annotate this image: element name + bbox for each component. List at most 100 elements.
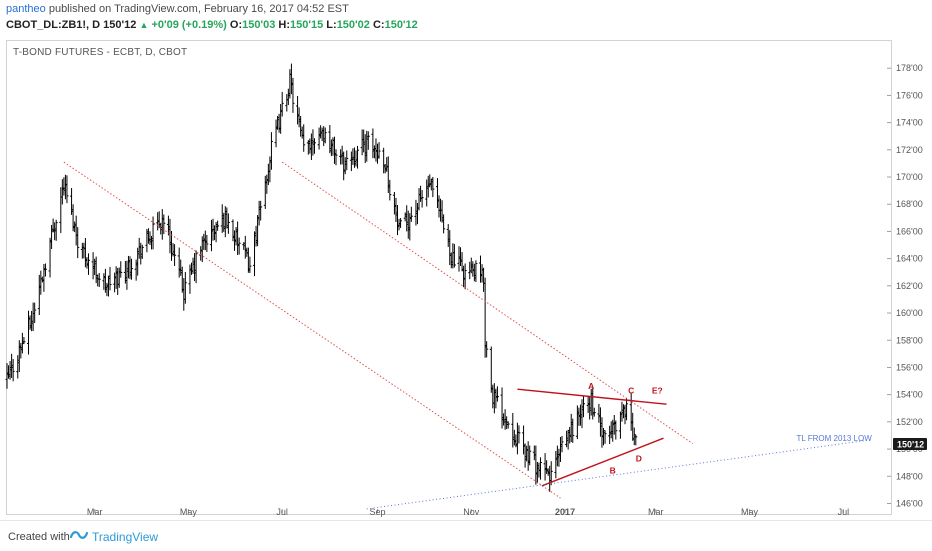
author-link[interactable]: pantheo [6,3,46,15]
ohlc-bar [377,142,381,159]
ohlc-bar [323,127,327,144]
y-tick-label: 156'00 [896,362,923,372]
open-value: 150'03 [242,19,276,31]
y-tick-label: 168'00 [896,199,923,209]
ohlc-bar [366,131,370,150]
high-label: H: [278,19,291,31]
ohlc-bar [65,175,69,204]
y-tick-label: 166'00 [896,226,923,236]
ohlc-bar [76,227,80,259]
ohlc-bar [151,216,155,250]
ohlc-bar [517,425,521,444]
y-tick-label: 164'00 [896,254,923,264]
ohlc-bar [291,77,295,113]
price-chart[interactable]: A B C D E? TL FROM 2013 LOW 178'00 176'00 174'0… [0,0,932,520]
channel-upper-line [281,161,693,445]
x-tick-label: Jul [276,507,288,517]
y-tick-label: 160'00 [896,308,923,318]
ohlc-bar [216,220,220,231]
ohlc-bar [582,396,586,418]
ohlc-bar [259,200,263,221]
annotation-label: D [636,453,642,463]
ohlc-bar [603,430,607,444]
ohlc-bar [420,189,424,208]
ohlc-bar [334,149,338,166]
close-value: 150'12 [384,19,418,31]
trend-lines [63,161,873,510]
annotation-label: A [588,381,594,391]
annotation-label: TL FROM 2013 LOW [796,434,872,443]
ohlc-bar [399,218,403,228]
ohlc-bar [625,398,629,421]
low-label: L: [326,19,337,31]
x-tick-label: Mar [648,507,664,517]
triangle-lower-line [541,437,664,487]
ohlc-bar [11,359,15,382]
x-tick-label: Sep [370,507,386,517]
time-axis: Mar May Jul Sep Nov 2017 Mar May Jul [87,507,849,517]
tl-2013-low-line [366,439,873,510]
ohlc-bar [463,263,467,290]
ohlc-bar [560,435,564,453]
ohlc-bar [495,386,499,402]
y-tick-label: 148'00 [896,471,923,481]
triangle-upper-line [517,388,667,405]
up-arrow-icon: ▲ [139,20,149,30]
x-tick-label: May [741,507,759,517]
y-tick-label: 176'00 [896,90,923,100]
ohlc-bar [194,250,198,284]
chart-area[interactable] [6,40,892,515]
open-label: O: [229,19,243,31]
y-tick-label: 146'00 [896,498,923,508]
published-text: published on TradingView.com, February 1… [48,3,349,15]
symbol-label: CBOT_DL:ZB1!, D [6,19,101,31]
annotation-label: B [610,466,616,476]
ohlc-bar [22,337,26,345]
last-price-tag [893,437,927,450]
ohlc-bar [474,260,478,283]
y-tick-label: 154'00 [896,390,923,400]
annotation-label: C [628,385,634,395]
annotation-label: E? [652,385,663,395]
ohlc-bar [108,266,112,291]
footer: Created with TradingView [0,520,932,551]
ohlc-bar [280,91,284,117]
ohlc-bars [5,63,638,492]
ohlc-bar [173,244,177,266]
ohlc-bar [248,256,252,274]
y-tick-label: 158'00 [896,335,923,345]
y-tick-label: 178'00 [896,63,923,73]
low-value: 150'02 [336,19,370,31]
created-with-text: Created with [8,531,70,543]
chart-annotations: A B C D E? TL FROM 2013 LOW [588,381,872,475]
y-tick-label: 152'00 [896,417,923,427]
ohlc-bar [356,145,360,169]
y-tick-label: 172'00 [896,145,923,155]
ohlc-bar [130,258,134,280]
ohlc-bar [538,457,542,480]
y-tick-label: 170'00 [896,172,923,182]
close-label: C: [372,19,385,31]
ohlc-bar [592,407,596,417]
ohlc-bar [442,214,446,234]
ohlc-bar [33,302,37,323]
x-tick-label: May [180,507,198,517]
ohlc-bar [43,263,47,277]
ohlc-bar [452,243,456,268]
ohlc-bar [226,213,230,234]
ohlc-bar [388,179,392,201]
x-tick-label: Mar [87,507,103,517]
ohlc-bar [54,219,58,241]
x-tick-label: Jul [838,507,850,517]
ohlc-bar [237,237,241,255]
ohlc-bar [302,124,306,152]
ohlc-bar [528,445,532,466]
x-tick-label: 2017 [555,507,575,517]
ohlc-bar [506,421,510,429]
tradingview-brand-link[interactable]: TradingView [92,530,159,544]
ohlc-bar [431,176,435,198]
tradingview-logo-icon [70,531,88,539]
change-value: +0'09 (+0.19%) [151,19,227,31]
high-value: 150'15 [290,19,324,31]
ohlc-bar [614,420,618,440]
